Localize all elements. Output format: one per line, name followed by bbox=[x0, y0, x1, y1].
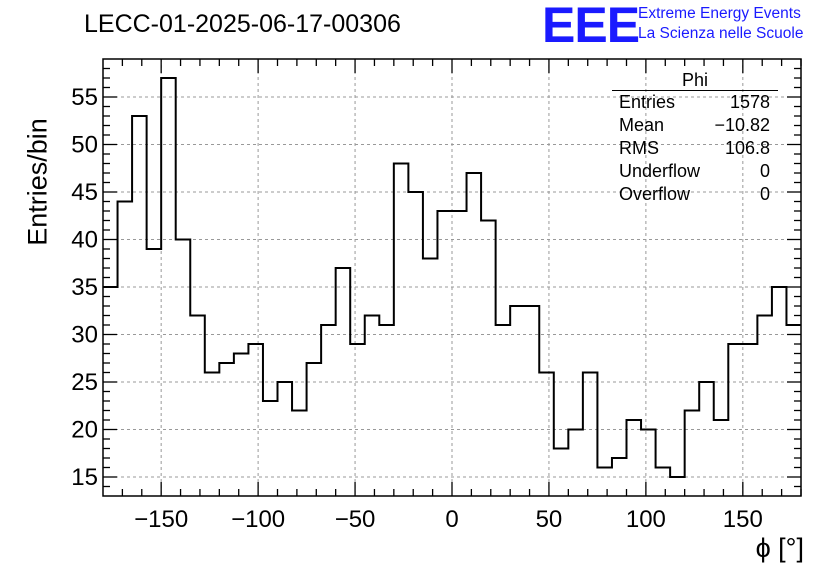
y-tick-label: 20 bbox=[71, 417, 98, 444]
stats-value: 106.8 bbox=[724, 138, 770, 158]
stats-label: Underflow bbox=[619, 161, 701, 181]
y-axis-label: Entries/bin bbox=[22, 118, 53, 246]
grid-lines bbox=[103, 59, 801, 496]
stats-value: −10.82 bbox=[714, 115, 770, 135]
y-tick-label: 45 bbox=[71, 179, 98, 206]
x-tick-label: 50 bbox=[536, 506, 563, 533]
stats-value: 1578 bbox=[729, 92, 770, 112]
axis-ticks bbox=[103, 59, 802, 496]
y-tick-label: 35 bbox=[71, 274, 98, 301]
histogram-line bbox=[103, 77, 801, 478]
stats-box: Phi Entries 1578 Mean −10.82 RMS 106.8 U… bbox=[612, 70, 778, 206]
y-tick-label: 15 bbox=[71, 464, 98, 491]
stats-row-underflow: Underflow 0 bbox=[612, 160, 778, 183]
x-tick-label: −50 bbox=[335, 506, 376, 533]
logo-line-1: Extreme Energy Events bbox=[638, 5, 801, 22]
x-tick-labels: −150 −100 −50 0 50 100 150 bbox=[134, 506, 763, 533]
y-tick-label: 50 bbox=[71, 132, 98, 159]
stats-label: Mean bbox=[619, 115, 665, 135]
eee-logo: EEE bbox=[542, 0, 640, 53]
stats-label: RMS bbox=[619, 138, 659, 158]
x-tick-label: 150 bbox=[723, 506, 763, 533]
y-tick-label: 25 bbox=[71, 369, 98, 396]
y-tick-labels: 15 20 25 30 35 40 45 50 55 bbox=[71, 84, 98, 491]
stats-divider bbox=[612, 90, 778, 91]
y-tick-label: 30 bbox=[71, 322, 98, 349]
stats-label: Overflow bbox=[619, 184, 691, 204]
stats-row-mean: Mean −10.82 bbox=[612, 114, 778, 137]
stats-row-overflow: Overflow 0 bbox=[612, 183, 778, 206]
x-tick-label: −100 bbox=[231, 506, 285, 533]
logo-line-2: La Scienza nelle Scuole bbox=[638, 25, 804, 42]
y-tick-label: 40 bbox=[71, 227, 98, 254]
x-tick-label: 0 bbox=[445, 506, 458, 533]
stats-value: 0 bbox=[759, 161, 770, 181]
stats-row-entries: Entries 1578 bbox=[612, 91, 778, 114]
x-tick-label: −150 bbox=[134, 506, 188, 533]
chart-title: LECC-01-2025-06-17-00306 bbox=[84, 10, 401, 38]
x-tick-label: 100 bbox=[626, 506, 666, 533]
stats-row-rms: RMS 106.8 bbox=[612, 137, 778, 160]
y-tick-label: 55 bbox=[71, 84, 98, 111]
stats-title: Phi bbox=[681, 70, 708, 90]
stats-value: 0 bbox=[759, 184, 770, 204]
x-axis-label: ϕ [°] bbox=[755, 533, 804, 563]
stats-label: Entries bbox=[619, 92, 676, 112]
